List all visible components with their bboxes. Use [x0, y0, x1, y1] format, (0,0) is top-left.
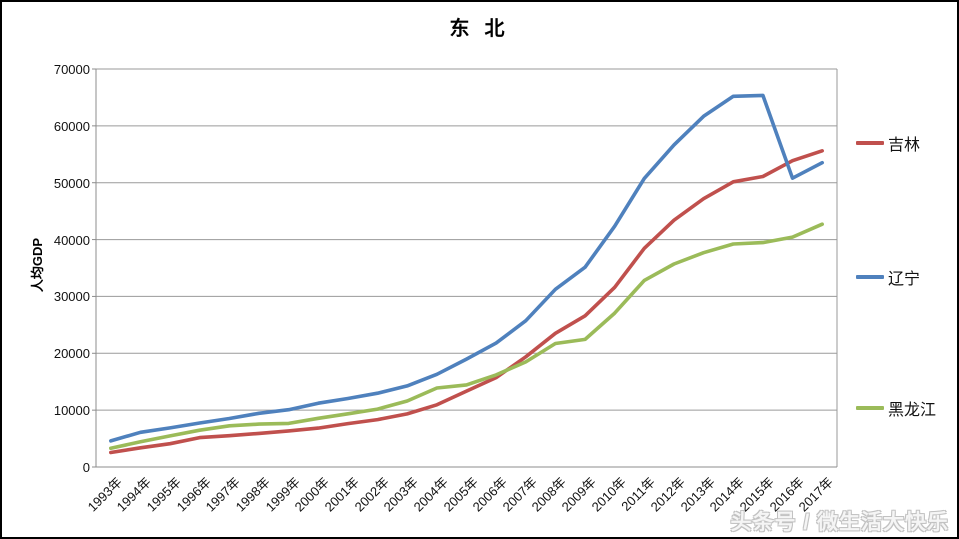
jilin-line-swatch-icon — [856, 141, 884, 145]
legend-label-jilin: 吉林 — [888, 137, 921, 154]
legend-item-heilongjiang: 黑龙江 — [856, 396, 936, 420]
chart-title: 东 北 — [449, 18, 510, 40]
y-tick-label: 20000 — [53, 346, 90, 362]
y-tick-label: 40000 — [53, 232, 90, 248]
liaoning-line-swatch-icon — [856, 275, 884, 279]
y-tick-label: 0 — [82, 460, 90, 475]
legend-label-heilongjiang: 黑龙江 — [888, 402, 937, 419]
legend-item-jilin: 吉林 — [856, 131, 920, 155]
y-tick-label: 70000 — [53, 62, 90, 77]
y-tick-label: 10000 — [53, 403, 90, 419]
series-line-黑龙江 — [109, 222, 825, 451]
legend-label-liaoning: 辽宁 — [888, 271, 921, 288]
y-tick-label: 60000 — [53, 118, 90, 134]
heilongjiang-line-swatch-icon — [856, 406, 884, 410]
watermark: 头条号 / 微生活大快乐 — [730, 511, 949, 534]
legend-item-liaoning: 辽宁 — [856, 265, 920, 289]
series-line-吉林 — [109, 149, 825, 455]
series-line-辽宁 — [109, 93, 825, 443]
y-tick-label: 30000 — [53, 289, 90, 305]
y-tick-label: 50000 — [53, 175, 90, 191]
